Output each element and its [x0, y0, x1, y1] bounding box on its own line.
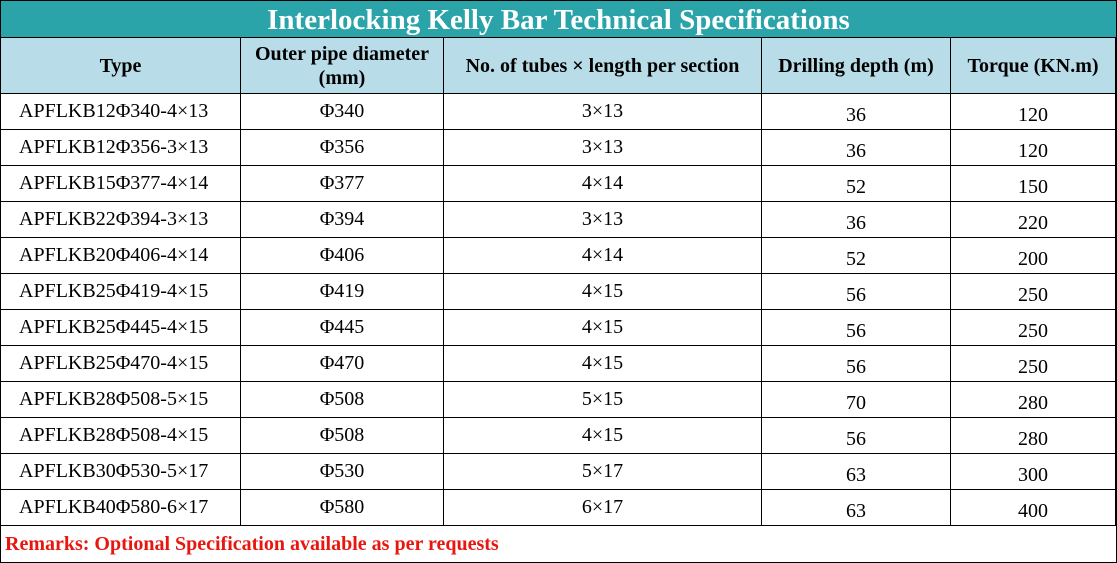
table-cell: Φ470 — [241, 346, 444, 382]
table-cell: 280 — [951, 418, 1116, 454]
table-cell: APFLKB30Φ530-5×17 — [1, 454, 241, 490]
table-cell: APFLKB12Φ340-4×13 — [1, 94, 241, 130]
table-cell: 5×15 — [444, 382, 762, 418]
table-cell: 52 — [762, 238, 951, 274]
table-cell: APFLKB20Φ406-4×14 — [1, 238, 241, 274]
table-cell: 3×13 — [444, 94, 762, 130]
table-cell: 63 — [762, 490, 951, 526]
table-cell: 56 — [762, 418, 951, 454]
header-cell: No. of tubes × length per section — [444, 38, 762, 94]
table-cell: 36 — [762, 94, 951, 130]
table-cell: 52 — [762, 166, 951, 202]
table-cell: 56 — [762, 310, 951, 346]
table-cell: 280 — [951, 382, 1116, 418]
table-cell: 300 — [951, 454, 1116, 490]
table-cell: 36 — [762, 130, 951, 166]
header-cell: Drilling depth (m) — [762, 38, 951, 94]
table-cell: 220 — [951, 202, 1116, 238]
table-cell: Φ508 — [241, 418, 444, 454]
table-cell: 56 — [762, 346, 951, 382]
table-cell: 3×13 — [444, 130, 762, 166]
table-cell: 250 — [951, 310, 1116, 346]
table-cell: Φ508 — [241, 382, 444, 418]
table-cell: Φ377 — [241, 166, 444, 202]
table-cell: APFLKB15Φ377-4×14 — [1, 166, 241, 202]
table-cell: 3×13 — [444, 202, 762, 238]
table-cell: 4×15 — [444, 418, 762, 454]
header-cell: Type — [1, 38, 241, 94]
header-cell: Torque (KN.m) — [951, 38, 1116, 94]
table-cell: Φ419 — [241, 274, 444, 310]
table-cell: APFLKB25Φ470-4×15 — [1, 346, 241, 382]
table-cell: 250 — [951, 274, 1116, 310]
table-cell: 120 — [951, 94, 1116, 130]
table-cell: APFLKB22Φ394-3×13 — [1, 202, 241, 238]
table-cell: 6×17 — [444, 490, 762, 526]
table-cell: Φ340 — [241, 94, 444, 130]
table-cell: Φ580 — [241, 490, 444, 526]
table-cell: APFLKB12Φ356-3×13 — [1, 130, 241, 166]
table-cell: APFLKB25Φ445-4×15 — [1, 310, 241, 346]
table-cell: 150 — [951, 166, 1116, 202]
table-cell: 4×15 — [444, 274, 762, 310]
header-cell: Outer pipe diameter (mm) — [241, 38, 444, 94]
table-cell: APFLKB40Φ580-6×17 — [1, 490, 241, 526]
table-cell: 120 — [951, 130, 1116, 166]
table-cell: APFLKB28Φ508-4×15 — [1, 418, 241, 454]
table-cell: 250 — [951, 346, 1116, 382]
table-cell: 400 — [951, 490, 1116, 526]
table-cell: 4×14 — [444, 238, 762, 274]
table-cell: Φ356 — [241, 130, 444, 166]
table-cell: APFLKB28Φ508-5×15 — [1, 382, 241, 418]
table-cell: 36 — [762, 202, 951, 238]
table-cell: Φ406 — [241, 238, 444, 274]
table-cell: 4×15 — [444, 346, 762, 382]
table-cell: Φ530 — [241, 454, 444, 490]
table-cell: APFLKB25Φ419-4×15 — [1, 274, 241, 310]
table-cell: Φ394 — [241, 202, 444, 238]
table-cell: 4×14 — [444, 166, 762, 202]
table-title: Interlocking Kelly Bar Technical Specifi… — [1, 1, 1116, 38]
table-cell: Φ445 — [241, 310, 444, 346]
table-cell: 63 — [762, 454, 951, 490]
table-cell: 56 — [762, 274, 951, 310]
table-cell: 200 — [951, 238, 1116, 274]
table-cell: 70 — [762, 382, 951, 418]
table-cell: 5×17 — [444, 454, 762, 490]
table-cell: 4×15 — [444, 310, 762, 346]
remarks: Remarks: Optional Specification availabl… — [5, 533, 499, 555]
